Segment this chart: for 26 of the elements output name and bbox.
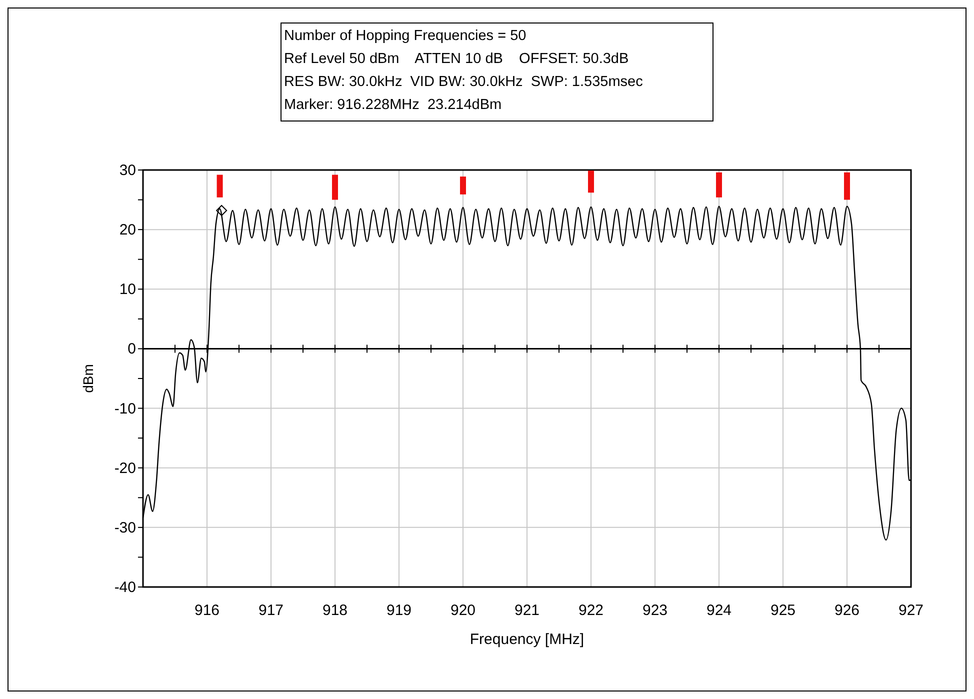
x-tick-label: 918	[322, 602, 348, 619]
x-tick-label: 926	[834, 602, 860, 619]
y-tick-label: 10	[119, 281, 136, 298]
x-tick-label: 923	[642, 602, 668, 619]
x-tick-label: 920	[450, 602, 476, 619]
y-tick-label: -20	[114, 460, 136, 477]
y-tick-label: 0	[128, 340, 136, 358]
text: RES BW: 30.0kHz VID BW: 30.0kHz SWP: 1.535msec	[284, 74, 643, 90]
text: Number of Hopping Frequencies = 50	[284, 28, 526, 44]
y-tick-label: -40	[114, 579, 136, 596]
x-tick-label: 917	[258, 602, 284, 619]
y-axis-title: dBm	[80, 364, 96, 393]
x-tick-label: 925	[770, 602, 796, 619]
x-tick-label: 924	[706, 602, 732, 619]
x-tick-label: 919	[386, 602, 412, 619]
y-tick-label: -30	[114, 519, 136, 536]
y-tick-label: 30	[119, 162, 136, 179]
x-tick-label: 922	[578, 602, 604, 619]
text: Marker: 916.228MHz 23.214dBm	[284, 97, 502, 113]
y-tick-label: 20	[119, 222, 136, 239]
text: Ref Level 50 dBm ATTEN 10 dB OFFSET: 50.3dB	[284, 51, 629, 67]
x-axis-title: Frequency [MHz]	[470, 631, 584, 648]
x-tick-label: 916	[194, 602, 220, 619]
x-tick-label: 921	[514, 602, 540, 619]
x-tick-label: 927	[898, 602, 924, 619]
y-tick-label: -10	[114, 400, 136, 418]
